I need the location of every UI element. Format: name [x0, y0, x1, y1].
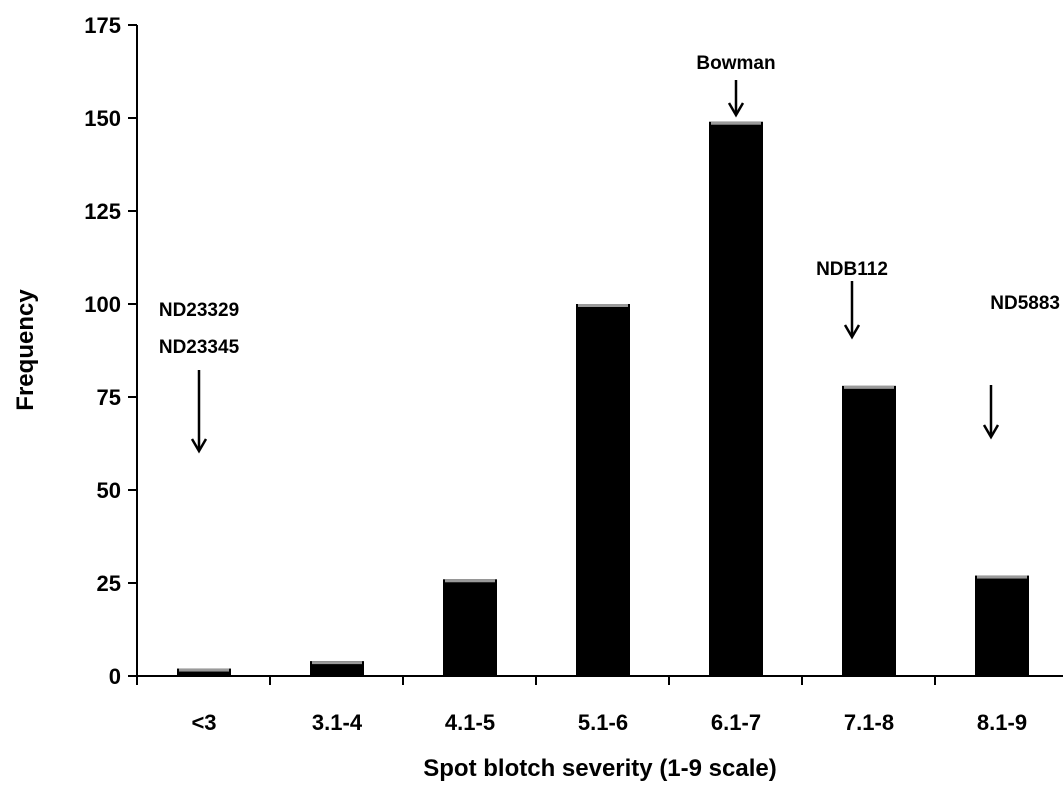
bar-6 — [975, 575, 1029, 676]
bar-2 — [443, 579, 497, 676]
bar-3 — [576, 304, 630, 676]
x-tick-label: 5.1-6 — [578, 710, 628, 735]
annotation-label: ND23345 — [159, 337, 240, 358]
bar-highlight — [445, 579, 495, 583]
bar-0 — [177, 668, 231, 676]
bar-highlight — [312, 661, 362, 665]
y-tick-label: 0 — [109, 664, 121, 689]
y-tick-label: 150 — [84, 106, 121, 131]
x-axis-title: Spot blotch severity (1-9 scale) — [423, 755, 776, 782]
y-tick-label: 25 — [97, 571, 121, 596]
annotation-label: NDB112 — [816, 259, 888, 280]
annotation-label: ND23329 — [159, 300, 239, 321]
y-tick-label: 175 — [84, 13, 121, 38]
bar-highlight — [711, 121, 761, 125]
x-tick-label: 3.1-4 — [312, 710, 363, 735]
bars — [177, 121, 1029, 677]
annotations: ND23329 ND23345 Bowman NDB112 ND5883 — [159, 53, 1060, 454]
y-tick-label: 100 — [84, 292, 121, 317]
y-tick-label: 75 — [97, 385, 121, 410]
bar-highlight — [844, 385, 894, 389]
bar-5 — [842, 385, 896, 676]
y-tick-label: 50 — [97, 478, 121, 503]
y-axis-ticks: 0 25 50 75 100 125 150 175 — [84, 13, 137, 689]
annotation-arrow-head — [982, 424, 1000, 440]
annotation-label: Bowman — [696, 53, 775, 74]
x-tick-label: 7.1-8 — [844, 710, 894, 735]
annotation-arrow-head — [190, 438, 208, 454]
x-tick-label: 8.1-9 — [977, 710, 1027, 735]
bar-1 — [310, 661, 364, 676]
x-tick-label: 6.1-7 — [711, 710, 761, 735]
annotation-arrow-head — [727, 102, 745, 118]
bar-4 — [709, 121, 763, 677]
annotation-label: ND5883 — [990, 293, 1060, 314]
bar-highlight — [179, 668, 229, 672]
x-tick-label: <3 — [191, 710, 216, 735]
bar-highlight — [977, 575, 1027, 579]
x-axis-ticks: <3 3.1-4 4.1-5 5.1-6 6.1-7 7.1-8 8.1-9 — [136, 676, 1027, 735]
x-tick-label: 4.1-5 — [445, 710, 495, 735]
annotation-arrow-head — [843, 324, 861, 340]
y-tick-label: 125 — [84, 199, 121, 224]
y-axis-title: Frequency — [12, 289, 39, 411]
bar-highlight — [578, 304, 628, 307]
